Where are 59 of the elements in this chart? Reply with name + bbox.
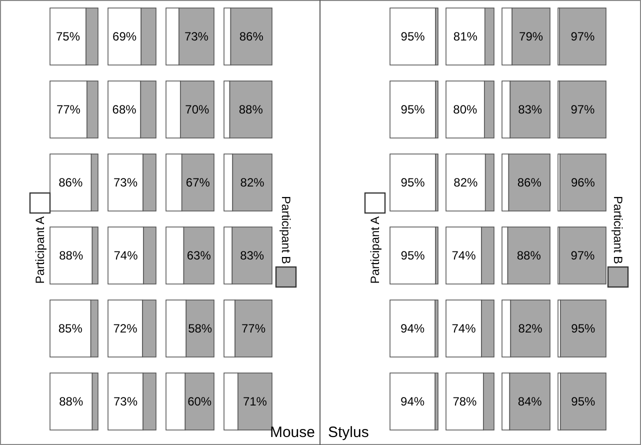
data-label: 88% bbox=[59, 394, 84, 408]
data-label: 73% bbox=[184, 30, 209, 44]
data-label: 97% bbox=[570, 102, 596, 116]
data-label: 82% bbox=[518, 322, 543, 336]
data-label: 73% bbox=[114, 394, 138, 408]
data-label: 58% bbox=[188, 322, 212, 336]
data-label: 82% bbox=[454, 176, 478, 190]
data-label: 88% bbox=[238, 102, 264, 116]
data-label: 60% bbox=[188, 394, 212, 408]
text: Participant B bbox=[611, 196, 625, 264]
data-label: 74% bbox=[452, 248, 476, 262]
data-label: 83% bbox=[240, 248, 264, 262]
data-label: 86% bbox=[58, 176, 83, 190]
data-label: 86% bbox=[517, 176, 542, 190]
text: Participant A bbox=[33, 216, 47, 284]
data-label: 95% bbox=[400, 30, 426, 44]
text: Participant A bbox=[368, 216, 382, 284]
data-label: 77% bbox=[242, 322, 266, 336]
data-label: 95% bbox=[400, 176, 426, 190]
bar bbox=[560, 300, 606, 358]
bar bbox=[559, 8, 606, 66]
data-label: 81% bbox=[453, 30, 478, 44]
data-label: 96% bbox=[570, 176, 596, 190]
data-label: 83% bbox=[518, 102, 542, 116]
data-label: 94% bbox=[400, 322, 425, 336]
bar bbox=[560, 154, 606, 212]
data-label: 79% bbox=[519, 30, 544, 44]
data-label: 75% bbox=[56, 30, 80, 44]
data-label: 97% bbox=[570, 248, 596, 262]
data-label: 94% bbox=[400, 394, 425, 408]
data-label: 73% bbox=[114, 176, 138, 190]
data-label: 95% bbox=[571, 394, 596, 408]
x-axis-title: Mouse bbox=[270, 424, 315, 441]
data-label: 74% bbox=[452, 322, 476, 336]
data-label: 72% bbox=[113, 322, 138, 336]
data-label: 74% bbox=[114, 248, 138, 262]
data-label: 86% bbox=[239, 30, 264, 44]
data-label: 77% bbox=[56, 102, 81, 116]
bar bbox=[559, 80, 606, 138]
data-label: 82% bbox=[240, 176, 265, 190]
data-label: 88% bbox=[59, 248, 84, 262]
data-label: 63% bbox=[186, 248, 212, 262]
data-label: 88% bbox=[516, 248, 542, 262]
data-label: 69% bbox=[112, 30, 137, 44]
data-label: 70% bbox=[185, 102, 210, 116]
x-axis-title: Stylus bbox=[328, 424, 369, 441]
data-label: 85% bbox=[58, 322, 83, 336]
data-label: 97% bbox=[570, 30, 596, 44]
data-label: 78% bbox=[452, 394, 478, 408]
data-label: 67% bbox=[186, 176, 210, 190]
data-label: 95% bbox=[400, 248, 426, 262]
data-label: 95% bbox=[571, 322, 596, 336]
data-label: 95% bbox=[400, 102, 426, 116]
data-label: 80% bbox=[453, 102, 478, 116]
text: Participant B bbox=[279, 196, 293, 264]
bar bbox=[560, 372, 606, 430]
data-label: 71% bbox=[242, 394, 268, 408]
data-label: 84% bbox=[518, 394, 542, 408]
data-label: 68% bbox=[112, 102, 137, 116]
